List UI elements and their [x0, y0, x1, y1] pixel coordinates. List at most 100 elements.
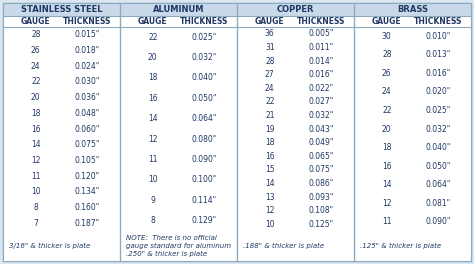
Text: 0.040": 0.040": [191, 73, 217, 82]
Text: 14: 14: [382, 180, 392, 189]
Text: 20: 20: [31, 93, 41, 102]
Text: 10: 10: [265, 220, 274, 229]
Text: GAUGE: GAUGE: [255, 17, 284, 26]
Text: 0.050": 0.050": [426, 162, 451, 171]
Text: 24: 24: [265, 84, 274, 93]
Text: 9: 9: [150, 196, 155, 205]
Text: 0.080": 0.080": [191, 135, 217, 144]
Bar: [354, 3, 471, 261]
Text: 0.043": 0.043": [309, 125, 334, 134]
Text: 0.024": 0.024": [74, 62, 100, 71]
Text: 16: 16: [148, 94, 157, 103]
Text: 24: 24: [31, 62, 41, 71]
Text: 22: 22: [265, 97, 274, 106]
Text: 31: 31: [265, 43, 274, 52]
Text: 0.075": 0.075": [309, 165, 334, 174]
Text: .125" & thicker is plate: .125" & thicker is plate: [360, 243, 441, 249]
Text: 0.027": 0.027": [309, 97, 334, 106]
Text: 0.120": 0.120": [75, 172, 100, 181]
Text: 0.187": 0.187": [75, 219, 100, 228]
Text: 0.064": 0.064": [426, 180, 451, 189]
Text: 14: 14: [148, 114, 157, 123]
Text: 0.134": 0.134": [74, 187, 100, 196]
Text: 28: 28: [382, 50, 392, 59]
Text: BRASS: BRASS: [397, 5, 428, 14]
Text: 18: 18: [382, 143, 392, 152]
Text: 11: 11: [148, 155, 157, 164]
Text: 0.005": 0.005": [309, 29, 334, 38]
Bar: [354, 3, 471, 16]
Bar: [3, 16, 120, 261]
Text: 28: 28: [31, 30, 40, 39]
Text: 36: 36: [265, 29, 274, 38]
Text: 10: 10: [148, 176, 157, 185]
Text: 16: 16: [31, 125, 41, 134]
Text: COPPER: COPPER: [277, 5, 314, 14]
Text: 26: 26: [31, 46, 41, 55]
Text: GAUGE: GAUGE: [21, 17, 51, 26]
Text: 16: 16: [382, 162, 392, 171]
Text: 24: 24: [382, 87, 392, 96]
Text: 0.075": 0.075": [74, 140, 100, 149]
Text: .188" & thicker is plate: .188" & thicker is plate: [243, 243, 324, 249]
Text: 0.086": 0.086": [309, 179, 334, 188]
Text: 0.040": 0.040": [426, 143, 451, 152]
Text: 18: 18: [265, 138, 274, 147]
Text: 0.093": 0.093": [309, 192, 334, 201]
Text: 0.016": 0.016": [309, 70, 334, 79]
Text: 0.049": 0.049": [309, 138, 334, 147]
Text: 3/16" & thicker is plate: 3/16" & thicker is plate: [9, 243, 90, 249]
Text: 0.030": 0.030": [74, 77, 100, 86]
Bar: [120, 3, 237, 16]
Bar: [3, 3, 120, 261]
Text: 22: 22: [382, 106, 392, 115]
Text: 28: 28: [265, 56, 274, 65]
Text: 14: 14: [265, 179, 274, 188]
Text: 0.064": 0.064": [191, 114, 217, 123]
Text: 0.025": 0.025": [426, 106, 451, 115]
Text: ALUMINUM: ALUMINUM: [153, 5, 204, 14]
Bar: [120, 16, 237, 261]
Text: 0.090": 0.090": [426, 217, 451, 226]
Text: 22: 22: [148, 33, 157, 42]
Text: 8: 8: [150, 216, 155, 225]
Text: 20: 20: [382, 125, 392, 134]
Text: 0.014": 0.014": [309, 56, 334, 65]
Text: 12: 12: [265, 206, 274, 215]
Text: 0.160": 0.160": [74, 203, 100, 212]
Bar: [237, 3, 354, 261]
Text: THICKNESS: THICKNESS: [63, 17, 111, 26]
Text: 27: 27: [265, 70, 274, 79]
Text: 12: 12: [148, 135, 157, 144]
Text: 0.100": 0.100": [191, 176, 217, 185]
Text: 0.011": 0.011": [309, 43, 334, 52]
Text: 0.018": 0.018": [75, 46, 100, 55]
Text: 0.020": 0.020": [426, 87, 451, 96]
Text: 0.105": 0.105": [74, 156, 100, 165]
Text: THICKNESS: THICKNESS: [180, 17, 228, 26]
Text: 19: 19: [265, 125, 274, 134]
Text: THICKNESS: THICKNESS: [297, 17, 346, 26]
Text: 20: 20: [148, 53, 157, 62]
Text: 0.060": 0.060": [74, 125, 100, 134]
Text: 21: 21: [265, 111, 274, 120]
Text: 7: 7: [33, 219, 38, 228]
Text: THICKNESS: THICKNESS: [414, 17, 463, 26]
Text: 11: 11: [31, 172, 40, 181]
Text: 8: 8: [33, 203, 38, 212]
Text: 0.129": 0.129": [191, 216, 217, 225]
Text: 13: 13: [265, 192, 274, 201]
Text: 0.125": 0.125": [309, 220, 334, 229]
Text: 0.065": 0.065": [309, 152, 334, 161]
Text: 12: 12: [382, 199, 392, 208]
Text: 0.010": 0.010": [426, 32, 451, 41]
Text: 0.081": 0.081": [426, 199, 451, 208]
Text: 0.114": 0.114": [191, 196, 217, 205]
Bar: [120, 3, 237, 261]
Text: 0.090": 0.090": [191, 155, 217, 164]
Text: 0.036": 0.036": [74, 93, 100, 102]
Text: 11: 11: [382, 217, 392, 226]
Text: 0.032": 0.032": [191, 53, 217, 62]
Text: 0.108": 0.108": [309, 206, 334, 215]
Text: 18: 18: [31, 109, 40, 118]
